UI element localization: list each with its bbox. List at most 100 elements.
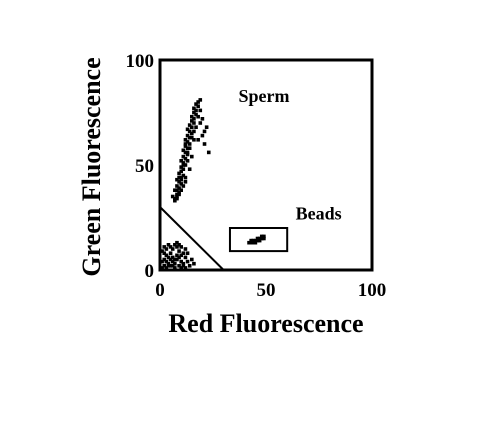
debris-point <box>179 259 183 264</box>
sperm-point <box>181 167 186 171</box>
debris-point <box>168 245 173 249</box>
bead-point <box>249 238 253 243</box>
sperm-point <box>175 196 179 201</box>
x-axis-label: Red Fluorescence <box>168 309 363 338</box>
sperm-point <box>190 154 194 159</box>
sperm-point <box>187 146 192 150</box>
sperm-point <box>179 182 183 186</box>
sperm-point <box>185 127 190 132</box>
sperm-point <box>198 98 203 102</box>
debris-point <box>173 261 177 266</box>
sperm-point <box>187 123 192 127</box>
sperm-point <box>183 156 188 161</box>
sperm-point <box>183 175 188 180</box>
bead-point <box>253 238 258 243</box>
debris-point <box>160 266 164 270</box>
sperm-point <box>179 188 183 192</box>
debris-point <box>175 257 179 262</box>
debris-point <box>164 253 169 258</box>
bead-point <box>262 236 266 241</box>
sperm-point <box>192 110 196 115</box>
debris-point <box>164 259 169 264</box>
sperm-point <box>194 108 198 113</box>
sperm-point <box>202 142 207 146</box>
sperm-point <box>179 169 183 174</box>
sperm-point <box>177 171 181 176</box>
annotation-sperm: Sperm <box>238 86 289 106</box>
sperm-point <box>194 125 198 129</box>
debris-point <box>183 266 188 270</box>
sperm-point <box>179 175 183 180</box>
sperm-point <box>204 125 209 129</box>
debris-point <box>162 251 167 255</box>
bead-point <box>259 236 264 241</box>
debris-point <box>181 251 186 255</box>
sperm-point <box>198 121 203 125</box>
sperm-point <box>179 177 183 182</box>
sperm-point <box>190 125 194 129</box>
debris-point <box>175 240 179 245</box>
data-points-group <box>160 98 266 270</box>
debris-point <box>177 255 181 260</box>
gate-line <box>159 206 225 271</box>
bead-point <box>251 240 256 245</box>
sperm-point <box>183 180 188 184</box>
debris-point <box>170 259 175 264</box>
sperm-point <box>185 152 190 157</box>
debris-point <box>170 255 175 260</box>
sperm-point <box>181 148 186 153</box>
sperm-point <box>177 175 181 180</box>
debris-point <box>190 257 194 262</box>
sperm-point <box>183 163 188 167</box>
sperm-point <box>183 138 188 142</box>
bead-point <box>253 240 258 245</box>
sperm-point <box>175 184 179 188</box>
debris-point <box>175 253 179 258</box>
y-axis-label: Green Fluorescence <box>77 57 106 276</box>
sperm-point <box>192 138 196 142</box>
debris-point <box>166 264 171 268</box>
debris-point <box>177 249 181 253</box>
sperm-point <box>175 188 179 192</box>
sperm-point <box>175 194 179 199</box>
bead-point <box>257 236 262 241</box>
bead-point <box>251 238 256 243</box>
debris-point <box>181 264 186 268</box>
sperm-point <box>183 142 188 146</box>
sperm-point <box>181 184 186 188</box>
debris-point <box>183 247 188 251</box>
sperm-point <box>185 140 190 144</box>
debris-point <box>166 243 171 247</box>
sperm-point <box>175 192 179 197</box>
debris-point <box>192 261 196 266</box>
sperm-point <box>192 129 196 134</box>
x-tick-label: 0 <box>155 280 165 301</box>
sperm-point <box>185 159 190 163</box>
sperm-point <box>177 192 181 197</box>
sperm-point <box>196 114 200 119</box>
sperm-point <box>190 131 194 136</box>
sperm-point <box>196 100 200 104</box>
debris-point <box>168 264 173 268</box>
sperm-point <box>173 196 177 201</box>
debris-point <box>179 266 183 270</box>
debris-point <box>175 245 179 249</box>
y-tick-label: 100 <box>126 51 155 72</box>
sperm-point <box>177 180 181 184</box>
sperm-point <box>175 177 179 182</box>
bead-point <box>262 234 266 239</box>
bead-point <box>255 236 260 241</box>
debris-point <box>183 255 188 260</box>
debris-point <box>170 264 175 268</box>
sperm-point <box>194 102 198 106</box>
beads-gate-box <box>228 227 289 253</box>
x-tick-label: 100 <box>358 280 387 301</box>
sperm-point <box>190 119 194 123</box>
annotation-beads: Beads <box>296 204 342 224</box>
debris-point <box>185 251 190 255</box>
sperm-point <box>196 138 200 142</box>
sperm-point <box>196 104 200 108</box>
bead-point <box>257 238 262 243</box>
